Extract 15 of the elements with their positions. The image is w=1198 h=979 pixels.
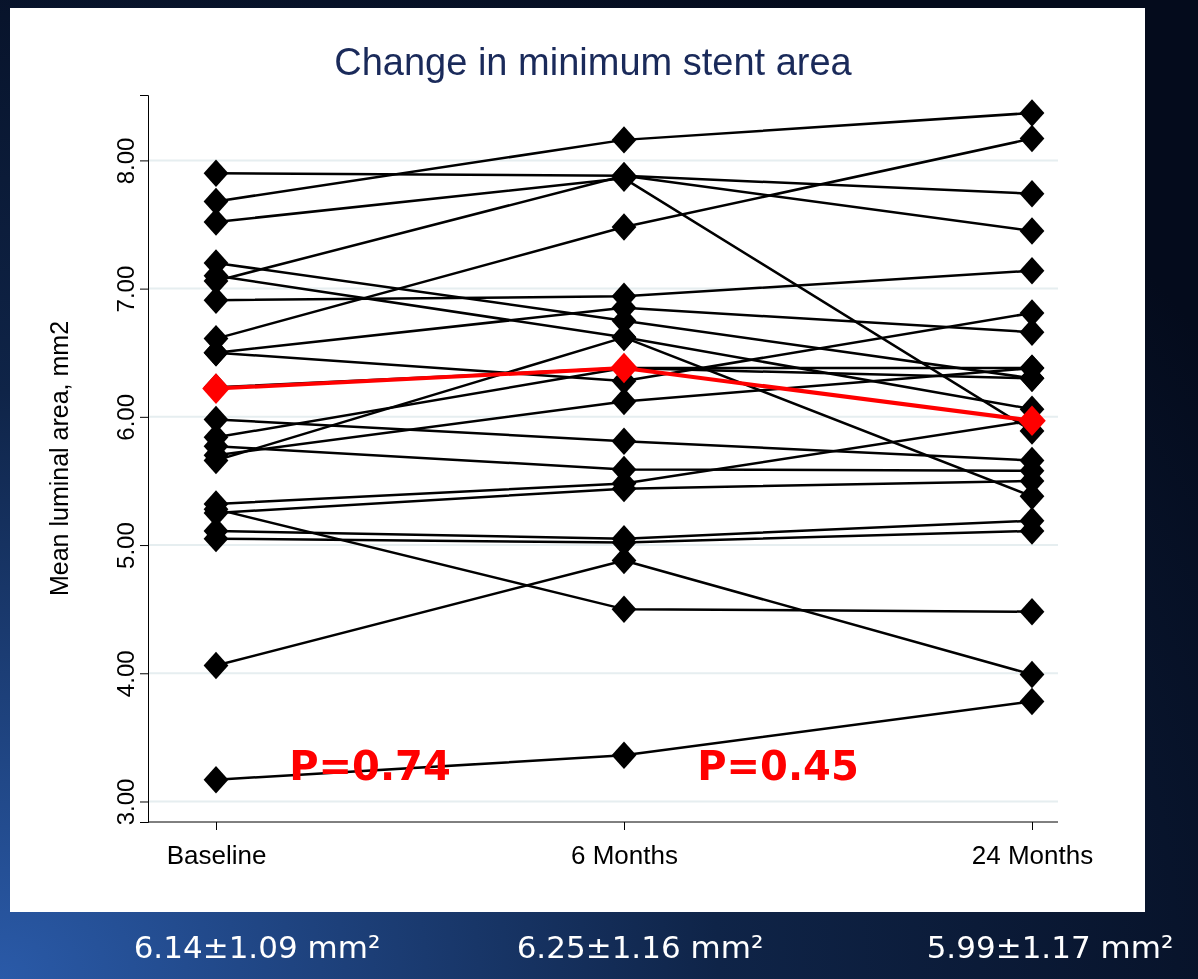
y-tick-label: 8.00: [112, 137, 139, 185]
y-tick-label: 5.00: [112, 522, 139, 569]
annotation: P=0.45: [697, 743, 859, 789]
text: 6.14±1.09 mm²: [133, 929, 381, 965]
x-tick-label: Baseline: [166, 840, 267, 871]
text: 6.25±1.16 mm²: [516, 929, 764, 965]
y-tick-label: 4.00: [112, 650, 139, 698]
y-tick-label: 6.00: [112, 393, 139, 441]
chart-title: Change in minimum stent area: [334, 41, 853, 83]
x-tick-label: 24 Months: [971, 840, 1094, 871]
y-tick-label: 3.00: [112, 778, 139, 826]
x-tick-label: 6 Months: [571, 840, 678, 871]
y-tick-label: 7.00: [112, 265, 139, 313]
y-axis-title: Mean luminal area, mm2: [45, 320, 73, 597]
text: 5.99±1.17 mm²: [926, 929, 1174, 965]
